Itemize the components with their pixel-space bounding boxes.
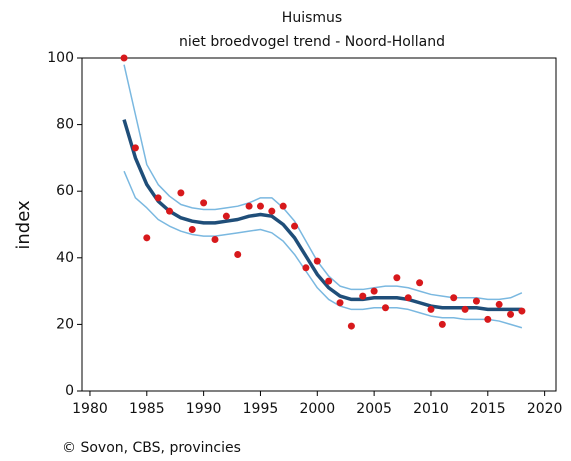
source: © Sovon, CBS, provincies xyxy=(62,440,241,456)
data-point xyxy=(370,287,378,295)
chart-title: Huismus xyxy=(282,10,342,26)
x-tick-label: 2015 xyxy=(470,401,506,417)
data-point xyxy=(381,304,389,312)
data-point xyxy=(518,307,526,315)
data-point xyxy=(416,279,424,287)
data-point xyxy=(177,189,185,197)
data-point xyxy=(359,292,367,300)
trend-line xyxy=(123,64,523,301)
data-point xyxy=(393,274,401,282)
plot-frame xyxy=(81,57,557,392)
x-tick-label: 1990 xyxy=(186,401,222,417)
y-tick-label: 60 xyxy=(56,183,74,199)
data-point xyxy=(325,277,333,285)
y-tick-label: 40 xyxy=(56,250,74,266)
data-point xyxy=(234,250,242,258)
y-tick-label: 80 xyxy=(56,117,74,133)
y-tick-label: 0 xyxy=(65,383,74,399)
x-tick-label: 1995 xyxy=(243,401,279,417)
data-point xyxy=(279,202,287,210)
data-point xyxy=(336,299,344,307)
x-tick-label: 1985 xyxy=(129,401,165,417)
data-point xyxy=(268,207,276,215)
data-point xyxy=(404,294,412,302)
data-point xyxy=(461,305,469,313)
x-tick-label: 2005 xyxy=(356,401,392,417)
data-point xyxy=(120,54,128,62)
data-point xyxy=(256,202,264,210)
data-point xyxy=(302,264,310,272)
data-point xyxy=(484,315,492,323)
data-point xyxy=(200,199,208,207)
data-point xyxy=(166,207,174,215)
data-point xyxy=(211,235,219,243)
data-point xyxy=(291,222,299,230)
data-point xyxy=(245,202,253,210)
data-point xyxy=(347,322,355,330)
trend-line xyxy=(123,170,523,329)
data-point xyxy=(154,194,162,202)
trend-line xyxy=(122,119,522,312)
data-point xyxy=(143,234,151,242)
x-tick-label: 2000 xyxy=(299,401,335,417)
x-tick-label: 1980 xyxy=(72,401,108,417)
y-tick-label: 20 xyxy=(56,316,74,332)
data-point xyxy=(495,300,503,308)
data-point xyxy=(438,320,446,328)
data-point xyxy=(222,212,230,220)
x-tick-label: 2020 xyxy=(527,401,563,417)
data-point xyxy=(313,257,321,265)
y-tick-label: 100 xyxy=(47,50,74,66)
data-point xyxy=(131,144,139,152)
data-point xyxy=(427,305,435,313)
x-tick-label: 2010 xyxy=(413,401,449,417)
y-axis-label: index xyxy=(13,200,34,250)
data-point xyxy=(450,294,458,302)
data-point xyxy=(188,225,196,233)
data-point xyxy=(472,297,480,305)
chart-subtitle: niet broedvogel trend - Noord-Holland xyxy=(179,34,445,50)
data-point xyxy=(507,310,515,318)
